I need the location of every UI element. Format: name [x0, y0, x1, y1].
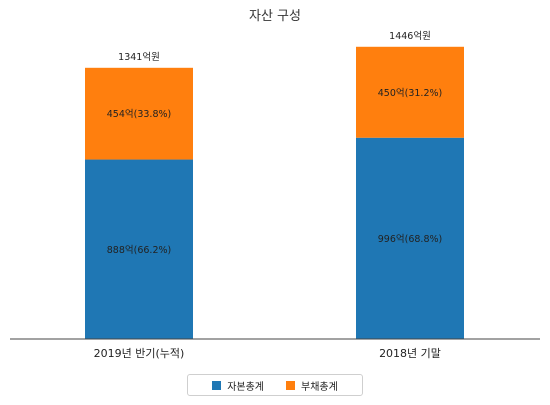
legend-label-liabilities: 부채총계 [301, 381, 338, 393]
bar-value-label-equity-1: 996억(68.8%) [378, 233, 442, 245]
bar-value-label-liabilities-1: 450억(31.2%) [378, 87, 442, 99]
bar-total-label-0: 1341억원 [118, 51, 160, 63]
bar-value-label-liabilities-0: 454억(33.8%) [107, 108, 171, 120]
chart-title: 자산 구성 [249, 9, 301, 24]
bar-segment-liabilities-1[interactable] [356, 46, 464, 138]
bar-segment-liabilities-0[interactable] [85, 67, 193, 160]
bar-value-label-equity-0: 888억(66.2%) [107, 244, 171, 256]
bars-layer [85, 46, 464, 339]
bar-total-label-1: 1446억원 [389, 30, 431, 42]
legend-item-liabilities[interactable]: 부채총계 [286, 378, 338, 393]
bar-segment-equity-1[interactable] [356, 137, 464, 339]
x-tick-label-0: 2019년 반기(누적) [94, 347, 185, 360]
chart-legend: 자본총계 부채총계 [187, 374, 363, 396]
legend-swatch-liabilities [286, 380, 295, 390]
bar-segment-equity-0[interactable] [85, 159, 193, 339]
labels-layer: 888억(66.2%) 454억(33.8%) 1341억원 2019년 반기(누적)… [94, 30, 443, 360]
legend-label-equity: 자본총계 [227, 381, 264, 393]
legend-swatch-equity [212, 380, 222, 390]
legend-item-equity[interactable]: 자본총계 [212, 378, 264, 393]
x-tick-label-1: 2018년 기말 [379, 347, 441, 360]
